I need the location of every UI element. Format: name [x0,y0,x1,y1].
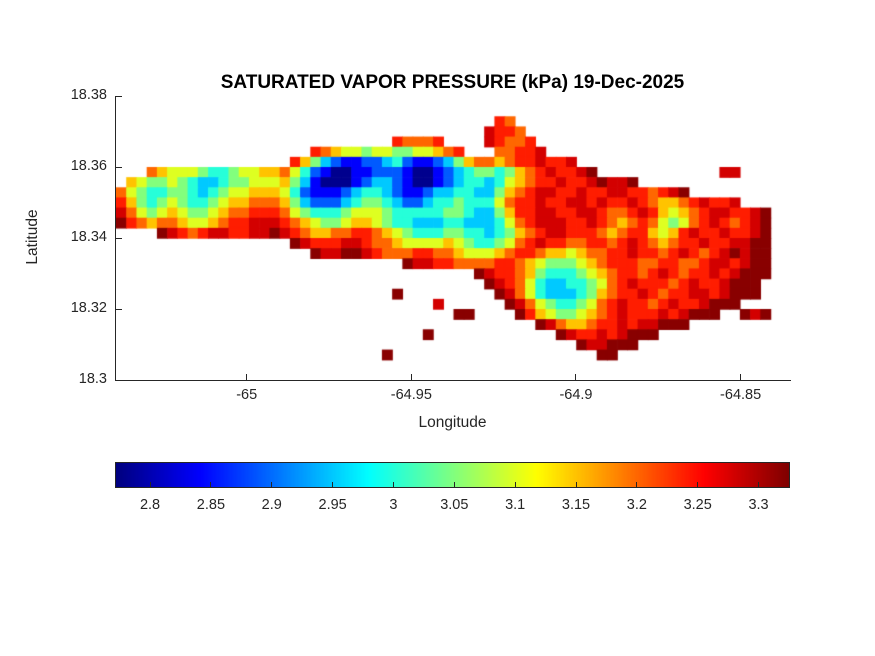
y-tick-mark [116,166,122,168]
x-tick-label: -64.9 [559,387,593,403]
colorbar-tick-label: 3.25 [683,497,712,513]
heatmap-canvas [116,96,791,380]
colorbar-tick-mark [332,482,334,487]
colorbar-tick-label: 3.2 [626,497,647,513]
y-tick-mark [116,237,122,239]
x-tick-mark [740,374,742,380]
y-tick-label: 18.3 [78,371,107,387]
colorbar-tick-mark [271,482,273,487]
colorbar-gradient [116,463,789,487]
colorbar-tick-label: 3 [389,497,398,513]
colorbar-tick-mark [149,482,151,487]
plot-area [115,96,791,381]
colorbar-tick-label: 3.15 [561,497,591,513]
x-tick-mark [575,374,577,380]
chart-title: SATURATED VAPOR PRESSURE (kPa) 19-Dec-20… [220,72,685,93]
colorbar-tick-label: 2.9 [261,497,282,513]
y-tick-label: 18.38 [70,87,107,103]
colorbar-tick-mark [575,482,577,487]
x-tick-label: -64.95 [390,387,432,403]
y-tick-label: 18.34 [70,229,107,245]
colorbar-tick-mark [514,482,516,487]
colorbar-tick-mark [636,482,638,487]
colorbar-tick-label: 3.1 [505,497,526,513]
colorbar-tick-mark [453,482,455,487]
colorbar-tick-label: 3.05 [440,497,469,513]
y-tick-label: 18.32 [70,300,107,316]
x-tick-mark [246,374,248,380]
colorbar-tick-mark [758,482,760,487]
y-tick-mark [116,308,122,310]
colorbar-tick-label: 2.8 [139,497,161,513]
colorbar-tick-label: 2.85 [196,497,226,513]
x-tick-mark [410,374,412,380]
x-tick-label: -65 [236,387,258,403]
y-tick-mark [116,379,122,381]
colorbar [115,462,790,488]
y-tick-label: 18.36 [70,158,107,174]
x-tick-label: -64.85 [720,387,762,403]
colorbar-tick-label: 2.95 [318,497,347,513]
colorbar-tick-label: 3.3 [748,497,769,513]
colorbar-tick-mark [697,482,699,487]
colorbar-tick-mark [392,482,394,487]
x-axis-label: Longitude [418,414,487,431]
colorbar-tick-mark [210,482,212,487]
y-tick-mark [116,95,122,97]
